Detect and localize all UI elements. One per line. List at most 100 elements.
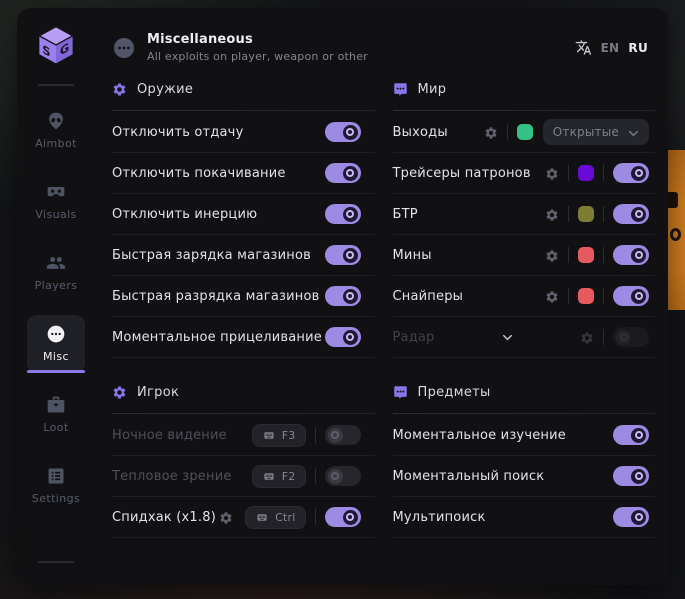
page-subtitle: All exploits on player, weapon or other [147, 50, 368, 63]
section-items: Предметы Моментальное изучение Моменталь… [392, 380, 656, 538]
keybind-label: Ctrl [275, 510, 296, 524]
sidebar-item-loot[interactable]: Loot [27, 386, 85, 444]
separator [314, 509, 316, 525]
toggle[interactable] [613, 163, 649, 183]
gear-icon[interactable] [545, 248, 559, 262]
color-swatch[interactable] [516, 124, 533, 140]
sidebar-divider [38, 561, 74, 563]
keyboard-icon [255, 512, 269, 523]
toggle[interactable] [613, 466, 649, 486]
sidebar-item-players[interactable]: Players [27, 244, 85, 302]
section-divider [112, 413, 375, 414]
gear-icon[interactable] [484, 125, 498, 139]
message-dots-icon [393, 82, 408, 97]
section-header: Игрок [112, 380, 375, 404]
toggle-knob [631, 247, 646, 263]
color-swatch[interactable] [578, 206, 594, 222]
row-label: Мультипоиск [392, 509, 486, 525]
lang-ru-button[interactable]: RU [628, 40, 648, 55]
gear-icon[interactable] [580, 330, 594, 344]
toggle[interactable] [324, 204, 361, 224]
toggle-knob [631, 468, 646, 484]
toggle[interactable] [324, 286, 361, 306]
separator [314, 468, 316, 484]
toggle-knob [342, 165, 358, 181]
toggle[interactable] [613, 507, 649, 527]
separator [568, 288, 569, 304]
gear-icon[interactable] [545, 207, 559, 221]
toggle[interactable] [324, 466, 361, 486]
row-no-recoil: Отключить отдачу [112, 112, 375, 153]
row-thermal-vision: Тепловое зрение F2 [112, 456, 375, 497]
chevron-down-icon [626, 126, 639, 139]
header-text: Miscellaneous All exploits on player, we… [147, 32, 368, 63]
row-btr: БТР [392, 194, 655, 235]
color-swatch[interactable] [578, 165, 594, 181]
toggle-knob [631, 427, 646, 443]
color-swatch[interactable] [578, 247, 594, 263]
keybind-badge[interactable]: Ctrl [245, 505, 306, 529]
sidebar-item-label: Players [34, 279, 78, 292]
row-label: Отключить инерцию [112, 206, 258, 222]
row-fast-reload: Быстрая зарядка магазинов [112, 235, 375, 276]
gear-icon[interactable] [545, 166, 559, 180]
keybind-badge[interactable]: F3 [251, 423, 306, 447]
sidebar-nav: Aimbot Visuals Players Misc Loot Setting… [17, 102, 95, 528]
row-label: Ночное видение [112, 427, 227, 443]
gear-icon [112, 385, 127, 400]
section-title: Предметы [417, 384, 491, 400]
toggle[interactable] [324, 245, 361, 265]
page-title: Miscellaneous [147, 32, 253, 47]
keyboard-icon [262, 430, 276, 441]
row-label: Трейсеры патронов [392, 165, 531, 181]
toggle[interactable] [324, 425, 361, 445]
section-world: Мир Выходы Открытые [392, 77, 655, 358]
toggle[interactable] [613, 245, 649, 265]
section-rows: Моментальное изучение Моментальный поиск… [392, 415, 655, 538]
gear-icon[interactable] [219, 510, 233, 524]
sidebar-item-label: Visuals [35, 208, 77, 221]
content-grid: Оружие Отключить отдачу Отключить покачи… [95, 63, 668, 538]
color-swatch[interactable] [578, 288, 594, 304]
row-label: Отключить покачивание [112, 165, 286, 181]
section-title: Мир [417, 81, 447, 97]
sidebar-divider [38, 84, 74, 86]
separator [568, 247, 569, 263]
row-label: Спидхак (x1.8) [112, 509, 216, 525]
page-header: Miscellaneous All exploits on player, we… [95, 8, 668, 63]
toggle[interactable] [324, 122, 361, 142]
main-panel: Miscellaneous All exploits on player, we… [95, 8, 668, 585]
sidebar-item-label: Loot [43, 421, 69, 434]
exits-dropdown[interactable]: Открытые [542, 119, 649, 145]
language-switch: EN RU [575, 39, 648, 56]
toggle[interactable] [613, 286, 649, 306]
gear-icon[interactable] [545, 289, 559, 303]
row-spacer [435, 330, 580, 345]
toggle-knob [342, 329, 358, 345]
cheat-menu-window: Aimbot Visuals Players Misc Loot Setting… [17, 8, 668, 585]
lang-en-button[interactable]: EN [600, 40, 620, 55]
section-divider [392, 110, 655, 111]
sidebar-item-visuals[interactable]: Visuals [27, 173, 85, 231]
separator [603, 247, 604, 263]
chevron-down-icon[interactable] [500, 330, 515, 345]
toggle[interactable] [324, 507, 361, 527]
sidebar-item-settings[interactable]: Settings [27, 457, 85, 515]
toggle[interactable] [613, 204, 649, 224]
row-label: Выходы [392, 124, 448, 140]
row-label: Моментальный поиск [392, 468, 545, 484]
row-mines: Мины [392, 235, 655, 276]
sidebar-item-misc[interactable]: Misc [27, 315, 85, 373]
sidebar-item-label: Settings [31, 492, 81, 505]
sidebar-item-aimbot[interactable]: Aimbot [27, 102, 85, 160]
toggle[interactable] [613, 425, 649, 445]
toggle[interactable] [324, 327, 361, 347]
toggle[interactable] [613, 327, 649, 347]
row-label: Мины [392, 247, 432, 263]
keybind-badge[interactable]: F2 [251, 464, 306, 488]
section-header: Предметы [393, 380, 656, 404]
row-no-inertia: Отключить инерцию [112, 194, 375, 235]
row-bullet-tracers: Трейсеры патронов [392, 153, 655, 194]
toggle[interactable] [324, 163, 361, 183]
row-snipers: Снайперы [392, 276, 655, 317]
